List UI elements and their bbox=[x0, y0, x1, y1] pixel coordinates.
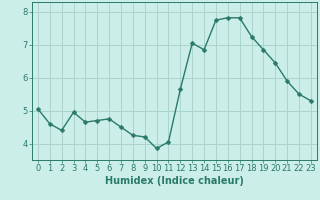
X-axis label: Humidex (Indice chaleur): Humidex (Indice chaleur) bbox=[105, 176, 244, 186]
